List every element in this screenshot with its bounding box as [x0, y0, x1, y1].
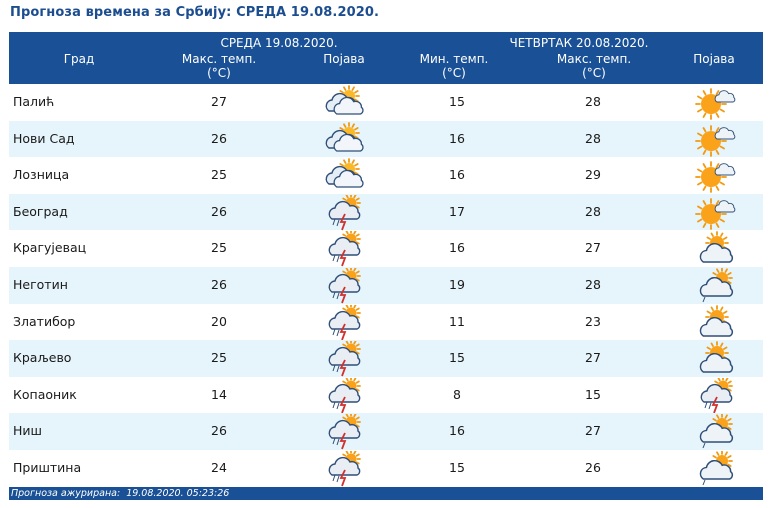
- header-day1: СРЕДА 19.08.2020.: [220, 36, 338, 50]
- day1-max-temp: 26: [211, 130, 227, 146]
- city-name: Златибор: [13, 313, 76, 329]
- day2-max-temp: 28: [585, 130, 601, 146]
- day2-min-temp: 15: [449, 350, 465, 366]
- thunderstorm-icon: [321, 449, 365, 487]
- table-body: Палић 27 15 28 Нови Сад 26 16 28 Лозница…: [9, 84, 763, 487]
- table-row: Крагујевац 25 16 27: [9, 229, 763, 267]
- mostly-sunny-icon: [693, 85, 737, 121]
- cloudy-sun-icon: [321, 85, 365, 121]
- city-name: Палић: [13, 94, 55, 109]
- city-name: Ниш: [13, 423, 42, 439]
- day2-min-temp: 15: [449, 459, 465, 475]
- thunderstorm-icon: [321, 339, 365, 377]
- header-day2-phen: Појава: [693, 52, 735, 66]
- city-name: Неготин: [13, 276, 68, 292]
- light-rain-sun-icon: [693, 413, 737, 450]
- day2-max-temp: 23: [585, 313, 601, 329]
- header-day1-phen: Појава: [323, 52, 365, 66]
- thunderstorm-icon: [693, 375, 737, 414]
- forecast-table: Град СРЕДА 19.08.2020. Макс. темп. (°C) …: [9, 32, 763, 500]
- day2-min-temp: 17: [449, 203, 465, 219]
- day2-min-temp: 16: [449, 130, 465, 146]
- city-name: Београд: [13, 203, 68, 219]
- day2-min-temp: 16: [449, 240, 465, 256]
- thunderstorm-icon: [321, 302, 365, 341]
- day2-max-temp: 27: [585, 423, 601, 439]
- day1-max-temp: 25: [211, 167, 227, 183]
- day2-max-temp: 26: [585, 459, 601, 475]
- light-rain-sun-icon: [693, 267, 737, 304]
- table-row: Ниш 26 16 27: [9, 412, 763, 450]
- day2-max-temp: 28: [585, 276, 601, 292]
- header-city: Град: [63, 52, 95, 66]
- thunderstorm-icon: [321, 192, 365, 231]
- day2-max-temp: 29: [585, 167, 601, 183]
- table-row: Краљево 25 15 27: [9, 339, 763, 377]
- day1-max-temp: 26: [211, 203, 227, 219]
- day2-min-temp: 8: [453, 386, 461, 402]
- day2-max-temp: 28: [585, 94, 601, 109]
- light-rain-sun-icon: [693, 450, 737, 487]
- day1-max-temp: 26: [211, 276, 227, 292]
- header-day2: ЧЕТВРТАК 20.08.2020.: [509, 36, 649, 50]
- header-day2-max: Макс. темп. (°C): [539, 52, 649, 80]
- table-row: Палић 27 15 28: [9, 84, 763, 121]
- header-day2-max-label: Макс. темп.: [556, 52, 632, 66]
- header-day1-max-unit: (°C): [207, 66, 231, 80]
- city-name: Приштина: [13, 459, 82, 475]
- table-row: Нови Сад 26 16 28: [9, 120, 763, 158]
- day2-max-temp: 28: [585, 203, 601, 219]
- header-day2-max-unit: (°C): [582, 66, 606, 80]
- header-day2-min-unit: (°C): [442, 66, 466, 80]
- table-row: Приштина 24 15 26: [9, 449, 763, 487]
- day1-max-temp: 14: [211, 386, 227, 402]
- partly-cloudy-icon: [693, 304, 737, 341]
- day1-max-temp: 25: [211, 350, 227, 366]
- city-name: Лозница: [13, 167, 70, 183]
- day1-max-temp: 27: [211, 94, 227, 109]
- thunderstorm-icon: [321, 266, 365, 304]
- table-row: Неготин 26 19 28: [9, 266, 763, 304]
- day2-min-temp: 15: [449, 94, 465, 109]
- cloudy-sun-icon: [321, 158, 365, 194]
- header-day2-min: Мин. темп. (°C): [404, 52, 504, 80]
- cloudy-sun-icon: [321, 121, 365, 158]
- day1-max-temp: 20: [211, 313, 227, 329]
- mostly-sunny-icon: [693, 158, 737, 194]
- mostly-sunny-icon: [693, 195, 737, 231]
- footer-updated: 19.08.2020. 05:23:26: [126, 487, 230, 499]
- city-name: Краљево: [13, 350, 72, 366]
- table-row: Београд 26 17 28: [9, 192, 763, 231]
- partly-cloudy-icon: [693, 341, 737, 377]
- city-name: Копаоник: [13, 386, 77, 402]
- day2-min-temp: 11: [449, 313, 465, 329]
- day2-min-temp: 16: [449, 167, 465, 183]
- day2-max-temp: 27: [585, 350, 601, 366]
- footer-label: Прогноза ажурирана:: [11, 487, 121, 499]
- page-title: Прогноза времена за Србију: СРЕДА 19.08.…: [10, 5, 380, 20]
- day1-max-temp: 25: [211, 240, 227, 256]
- city-name: Нови Сад: [13, 130, 75, 146]
- header-day1-max: Макс. темп. (°C): [164, 52, 274, 80]
- table-header: Град СРЕДА 19.08.2020. Макс. темп. (°C) …: [9, 32, 763, 84]
- table-row: Копаоник 14 8 15: [9, 375, 763, 414]
- table-row: Златибор 20 11 23: [9, 302, 763, 341]
- partly-cloudy-icon: [693, 231, 737, 267]
- table-row: Лозница 25 16 29: [9, 157, 763, 194]
- day2-max-temp: 15: [585, 386, 601, 402]
- day2-min-temp: 19: [449, 276, 465, 292]
- day2-max-temp: 27: [585, 240, 601, 256]
- thunderstorm-icon: [321, 375, 365, 414]
- table-footer: Прогноза ажурирана: 19.08.2020. 05:23:26: [9, 486, 763, 500]
- header-day2-min-label: Мин. темп.: [419, 52, 489, 66]
- header-day1-max-label: Макс. темп.: [181, 52, 257, 66]
- city-name: Крагујевац: [13, 240, 87, 256]
- day1-max-temp: 26: [211, 423, 227, 439]
- thunderstorm-icon: [321, 229, 365, 267]
- day2-min-temp: 16: [449, 423, 465, 439]
- mostly-sunny-icon: [693, 122, 737, 158]
- thunderstorm-icon: [321, 412, 365, 450]
- day1-max-temp: 24: [211, 459, 227, 475]
